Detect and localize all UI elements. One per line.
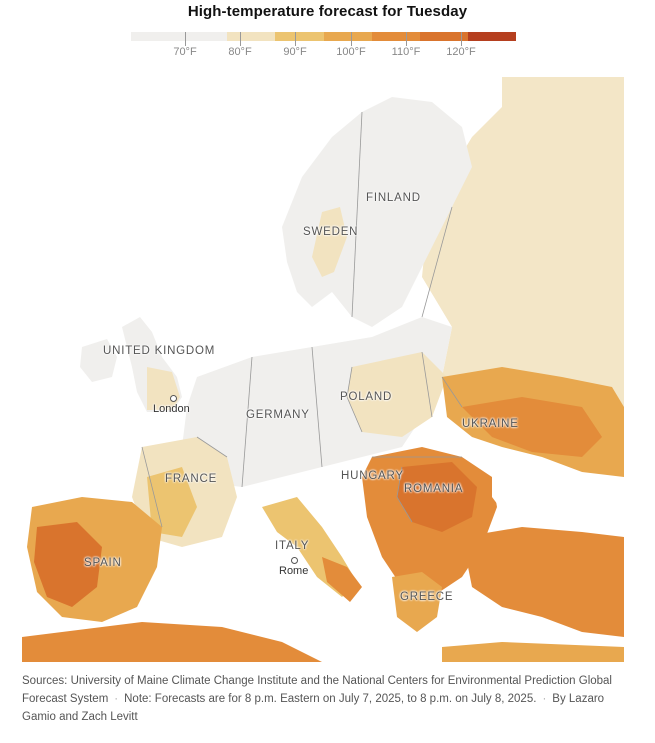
land-france-hot <box>147 467 197 537</box>
footer-separator: · <box>542 693 547 705</box>
legend-swatch <box>227 32 276 41</box>
temperature-legend: 70°F 80°F 90°F 100°F 110°F 120°F <box>131 32 516 62</box>
legend-label-80: 80°F <box>228 46 252 58</box>
rome-marker <box>291 557 298 564</box>
legend-tick <box>406 32 407 46</box>
legend-tick <box>185 32 186 46</box>
land-turkey <box>462 527 624 637</box>
label-sweden: SWEDEN <box>303 226 359 238</box>
land-north-africa-east <box>442 642 624 662</box>
legend-color-scale <box>131 32 516 41</box>
london-marker <box>170 395 177 402</box>
label-greece: GREECE <box>400 591 454 603</box>
legend-label-100: 100°F <box>336 46 366 58</box>
legend-swatch <box>419 32 468 41</box>
legend-swatch <box>371 32 420 41</box>
footer-separator: · <box>114 693 119 705</box>
land-ireland <box>80 339 117 382</box>
legend-swatch <box>275 32 324 41</box>
label-italy: ITALY <box>275 540 310 552</box>
legend-tick <box>351 32 352 46</box>
label-romania: ROMANIA <box>404 483 464 495</box>
footer-sources: Sources: University of Maine Climate Cha… <box>22 675 612 705</box>
chart-title: High-temperature forecast for Tuesday <box>187 3 468 20</box>
footer-note: Note: Forecasts are for 8 p.m. Eastern o… <box>124 693 537 705</box>
legend-swatch <box>467 32 516 41</box>
footer-byline: By Lazaro Gamio and Zach Levitt <box>22 693 605 723</box>
land-iberia-hot <box>34 522 102 607</box>
map-svg <box>22 77 624 662</box>
land-central <box>182 317 452 487</box>
legend-label-90: 90°F <box>283 46 307 58</box>
europe-temperature-map: FINLAND SWEDEN UNITED KINGDOM POLAND GER… <box>22 77 624 662</box>
land-north-africa <box>22 622 322 662</box>
label-germany: GERMANY <box>246 409 310 421</box>
label-london: London <box>153 403 190 415</box>
legend-label-120: 120°F <box>446 46 476 58</box>
footer-credits: Sources: University of Maine Climate Cha… <box>22 672 632 726</box>
legend-tick <box>240 32 241 46</box>
land-italy-south <box>322 557 362 602</box>
legend-tick <box>461 32 462 46</box>
label-united-kingdom: UNITED KINGDOM <box>103 345 216 357</box>
legend-label-70: 70°F <box>173 46 197 58</box>
land-poland-warm <box>347 352 447 437</box>
land-romania-hot <box>397 462 477 532</box>
label-poland: POLAND <box>340 391 393 403</box>
land-greece <box>392 572 442 632</box>
label-rome: Rome <box>279 565 309 577</box>
land-ukraine-hot <box>462 397 602 457</box>
legend-tick <box>295 32 296 46</box>
label-spain: SPAIN <box>84 557 122 569</box>
country-borders <box>141 111 463 528</box>
legend-swatch <box>323 32 372 41</box>
legend-label-110: 110°F <box>391 46 421 58</box>
label-finland: FINLAND <box>366 192 421 204</box>
legend-swatch <box>179 32 228 41</box>
label-france: FRANCE <box>165 473 218 485</box>
label-ukraine: UKRAINE <box>462 418 519 430</box>
land-sweden-warm <box>312 207 347 277</box>
legend-swatch <box>131 32 180 41</box>
black-sea <box>492 469 597 525</box>
label-hungary: HUNGARY <box>341 470 404 482</box>
